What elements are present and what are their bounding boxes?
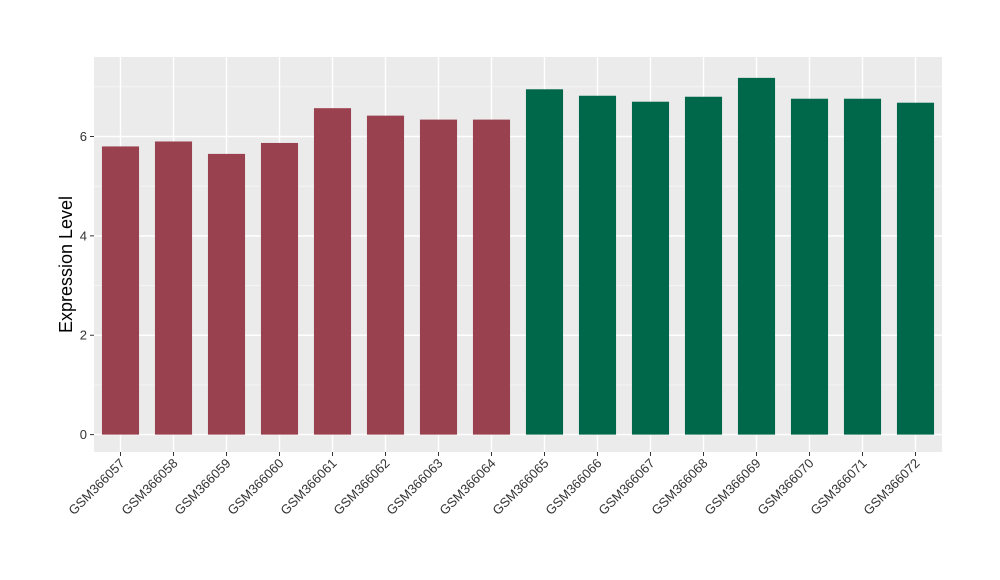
y-tick-label: 2 [80, 328, 87, 343]
bar [313, 108, 352, 435]
bar [896, 102, 935, 435]
bar [525, 89, 564, 435]
x-tick-label: GSM366072 [860, 456, 922, 518]
bar [631, 101, 670, 435]
bar [366, 115, 405, 435]
y-tick-label: 6 [80, 129, 87, 144]
bar [578, 95, 617, 435]
bar [260, 142, 299, 435]
bars [101, 77, 935, 435]
bar [790, 98, 829, 435]
y-axis-title: Expression Level [56, 196, 76, 333]
y-axis: 0 2 4 6 [80, 129, 94, 442]
bar [843, 98, 882, 435]
bar [472, 119, 511, 435]
bar [154, 141, 193, 435]
bar [101, 146, 140, 435]
x-axis: GSM366057GSM366058GSM366059GSM366060GSM3… [65, 452, 923, 518]
bar [207, 153, 246, 435]
y-tick-label: 0 [80, 427, 87, 442]
bar [737, 77, 776, 435]
bar [684, 96, 723, 435]
bar [419, 119, 458, 435]
y-tick-label: 4 [80, 228, 87, 243]
